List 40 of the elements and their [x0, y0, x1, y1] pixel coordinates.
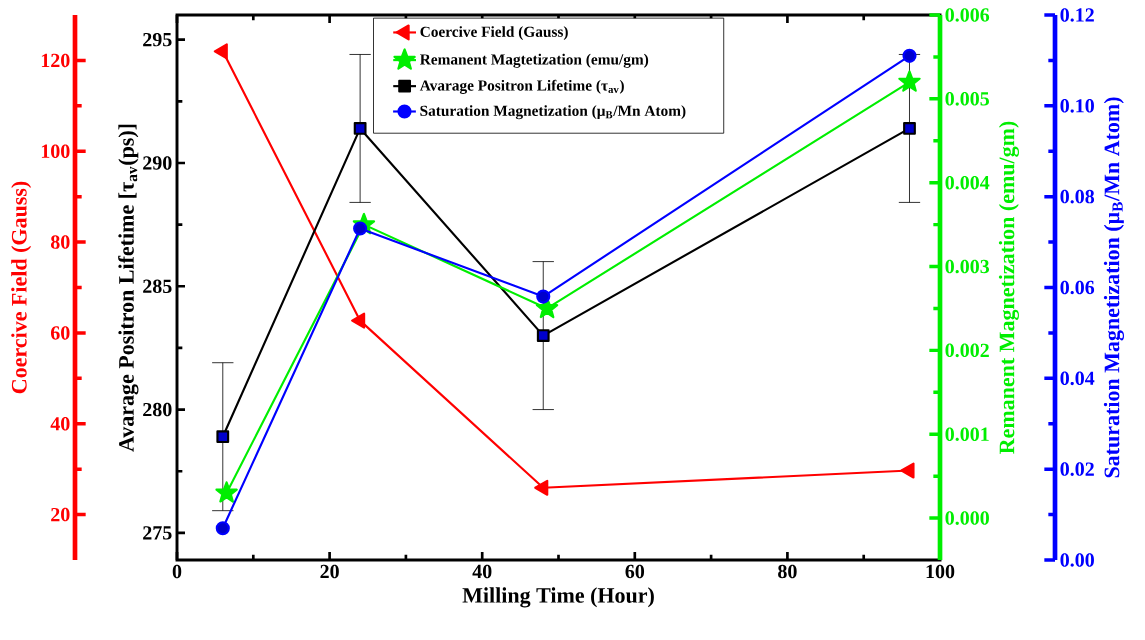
y-tick-label: 0.04 — [1060, 371, 1095, 386]
y3-tick-label: 0.000 — [945, 511, 989, 525]
y3-tick-label: 0.005 — [945, 92, 989, 106]
legend-label: Avarage Positron Lifetime (τ$_{av}$) — [419, 79, 624, 94]
y-tick-label: 0.10 — [1060, 99, 1094, 113]
x-axis-title: Milling Time (Hour) — [462, 587, 654, 608]
y-tick-label: 280 — [143, 402, 172, 417]
y-tick-label: 0.02 — [1060, 462, 1094, 476]
legend-label: Saturation Magnetization (μ$_{B}$/Mn Atom) — [420, 105, 686, 120]
y-tick-label: 290 — [143, 156, 172, 170]
y2-tick-label: 40 — [50, 417, 70, 431]
x-tick-label: 80 — [778, 564, 797, 579]
y3-tick-label: 0.003 — [945, 259, 990, 274]
y-axis-title: Avarage Positron Lifetime [τ$_{av}$(ps)] — [118, 124, 139, 452]
y-tick-label: 0.06 — [1060, 280, 1095, 295]
y-tick-label: 275 — [143, 526, 172, 540]
x-tick-label: 0 — [172, 564, 182, 579]
y3-tick-label: 0.004 — [945, 175, 990, 190]
y3-tick-label: 0.001 — [945, 427, 989, 442]
y2-tick-label: 60 — [50, 326, 70, 340]
x-tick-label: 100 — [926, 564, 955, 579]
y3-tick-label: 0.002 — [945, 343, 989, 358]
y3-axis-title: Remanent Magnetization (emu/gm) — [998, 121, 1019, 454]
y2-tick-label: 120 — [41, 53, 70, 68]
x-tick-label: 40 — [472, 564, 492, 579]
legend-label: Remanent Magtetization (emu/gm) — [420, 53, 649, 68]
y2-tick-label: 20 — [51, 507, 70, 522]
y3-tick-label: 0.006 — [945, 8, 990, 22]
y-tick-label: 285 — [143, 279, 172, 294]
y2-axis-title: Coercive Field (Gauss) — [11, 181, 32, 394]
y-tick-label: 0.12 — [1060, 8, 1094, 22]
y-tick-label: 0.08 — [1060, 189, 1095, 204]
x-tick-label: 20 — [320, 564, 339, 579]
y-axis-title: Saturation Magnetization (μ$_{B}$/Mn Atom) — [1103, 97, 1124, 478]
y2-tick-label: 100 — [41, 144, 70, 158]
y-tick-label: 295 — [143, 32, 172, 47]
y2-tick-label: 80 — [50, 235, 70, 249]
y-tick-label: 0.00 — [1060, 553, 1094, 567]
x-tick-label: 60 — [625, 564, 645, 579]
legend-label: Coercive Field (Gauss) — [420, 26, 568, 41]
